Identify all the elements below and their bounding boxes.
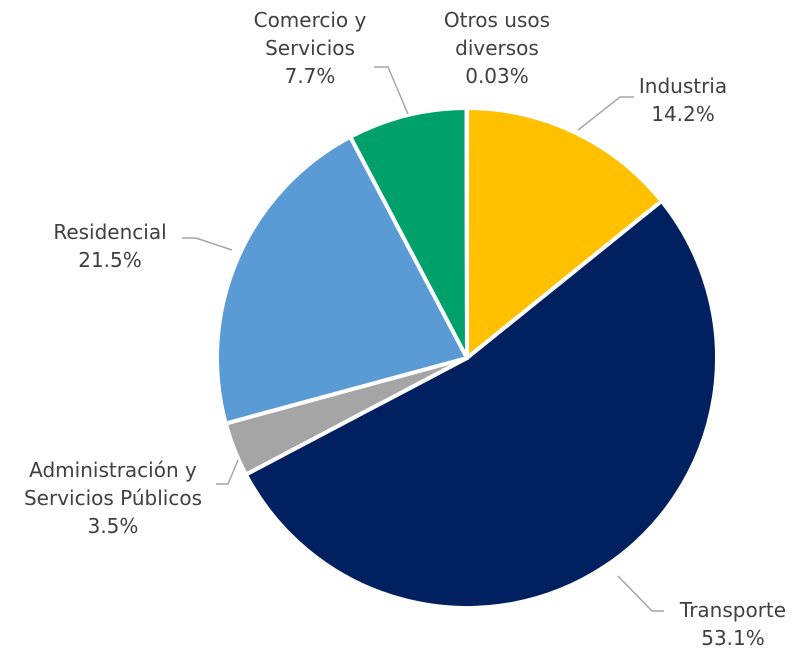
data-label: Otros usos diversos 0.03% <box>437 6 557 90</box>
category-label: Comercio y Servicios <box>253 8 367 60</box>
leader-line <box>577 96 634 131</box>
category-label: Otros usos diversos <box>443 8 551 60</box>
value-label: 3.5% <box>87 514 139 538</box>
data-label: Industria 14.2% <box>603 72 763 128</box>
leader-line <box>617 575 664 612</box>
leader-line <box>216 459 239 485</box>
value-label: 14.2% <box>651 102 715 126</box>
slices <box>215 105 719 610</box>
category-label: Industria <box>638 74 728 98</box>
value-label: 0.03% <box>465 64 529 88</box>
category-label: Residencial <box>53 220 167 244</box>
data-label: Comercio y Servicios 7.7% <box>240 6 380 90</box>
value-label: 53.1% <box>701 626 765 650</box>
pie-slice <box>348 106 469 360</box>
value-label: 7.7% <box>284 64 336 88</box>
pie-slice <box>465 106 664 360</box>
pie-slice <box>215 134 469 426</box>
value-label: 21.5% <box>78 248 142 272</box>
category-label: Transporte <box>679 598 787 622</box>
category-label: Administración y Servicios Públicos <box>23 458 203 510</box>
leader-line <box>182 237 233 251</box>
data-label: Residencial 21.5% <box>25 218 195 274</box>
data-label: Transporte 53.1% <box>653 596 798 652</box>
leader-line <box>374 66 409 115</box>
pie-slice <box>243 199 719 610</box>
data-label: Administración y Servicios Públicos 3.5% <box>8 456 218 540</box>
